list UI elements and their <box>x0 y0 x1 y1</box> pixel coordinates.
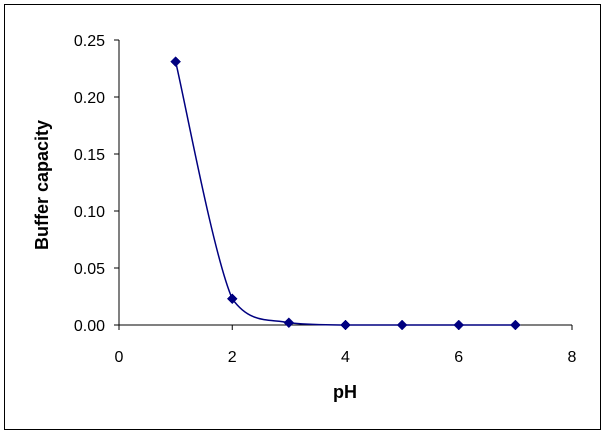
x-tick-label: 6 <box>454 349 463 366</box>
data-point <box>226 293 238 305</box>
y-tick-label: 0.25 <box>74 33 105 50</box>
data-point <box>170 56 181 68</box>
x-tick-label: 8 <box>568 349 577 366</box>
x-tick-label: 0 <box>115 349 124 366</box>
y-tick-label: 0.15 <box>74 147 105 164</box>
data-point <box>396 319 408 331</box>
y-axis-ticks: 0.00 0.05 0.10 0.15 0.20 0.25 <box>74 33 119 335</box>
data-point <box>340 319 351 331</box>
y-tick-label: 0.05 <box>74 261 105 278</box>
series-markers <box>170 56 521 331</box>
data-point <box>283 317 295 329</box>
y-tick-label: 0.00 <box>74 318 105 335</box>
data-point <box>453 319 465 331</box>
x-axis-title: pH <box>333 382 357 402</box>
y-axis-title: Buffer capacity <box>32 120 52 250</box>
y-tick-label: 0.20 <box>74 90 105 107</box>
x-tick-label: 4 <box>341 349 350 366</box>
y-tick-label: 0.10 <box>74 204 105 221</box>
chart-border <box>4 4 601 430</box>
data-point <box>510 319 521 331</box>
x-tick-label: 2 <box>228 349 237 366</box>
